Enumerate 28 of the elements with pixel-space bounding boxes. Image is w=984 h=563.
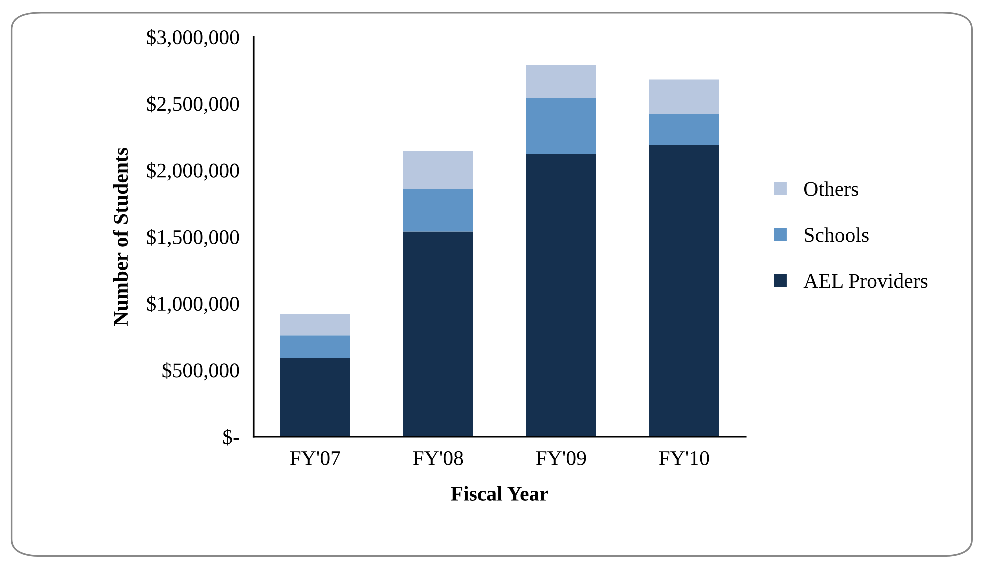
bar <box>403 151 474 190</box>
legend-label: Schools <box>805 228 869 242</box>
bar <box>403 232 474 437</box>
bar <box>280 314 350 336</box>
x-tick-label: FY'10 <box>659 451 710 466</box>
bar <box>403 189 474 232</box>
x-tick-label: FY'07 <box>290 451 340 466</box>
legend-label: AEL Providers <box>804 274 928 288</box>
y-tick-label: $1,500,000 <box>147 229 240 248</box>
x-tick-label: FY'08 <box>413 451 464 466</box>
y-tick-label: $2,500,000 <box>147 96 240 114</box>
bar <box>526 98 596 154</box>
x-axis-title: Fiscal Year <box>451 486 548 501</box>
y-tick-label: $- <box>224 429 240 446</box>
bar <box>526 65 596 98</box>
y-tick-label: $500,000 <box>162 362 240 381</box>
y-tick-label: $2,000,000 <box>147 162 240 181</box>
bar <box>649 145 720 437</box>
x-tick-label: FY'09 <box>536 451 586 466</box>
y-axis-title: Number of Students <box>113 148 128 326</box>
legend-label: Others <box>804 182 858 196</box>
y-tick-label: $3,000,000 <box>147 29 240 48</box>
y-tick-label: $1,000,000 <box>147 296 240 314</box>
bar <box>649 114 720 146</box>
bar <box>649 80 720 114</box>
bar <box>280 336 350 358</box>
bar <box>526 154 596 437</box>
bar <box>280 358 350 437</box>
